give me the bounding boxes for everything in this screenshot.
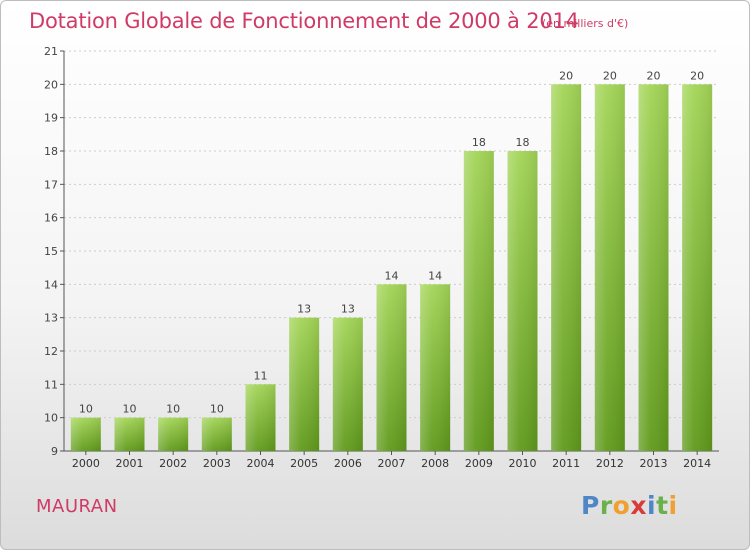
data-label-2013: 20 <box>647 69 661 82</box>
bar-shine-2014 <box>682 84 713 451</box>
x-tick-label-2006: 2006 <box>334 457 362 470</box>
y-tick-label: 21 <box>44 45 58 58</box>
proxiti-logo[interactable]: Proxiti <box>581 491 678 520</box>
bar-shine-2002 <box>158 417 189 451</box>
bars <box>70 84 713 451</box>
logo-letter: t <box>656 491 669 520</box>
x-tick-label-2010: 2010 <box>509 457 537 470</box>
x-tick-label-2004: 2004 <box>247 457 275 470</box>
logo-letter: P <box>581 491 600 520</box>
y-tick-label: 15 <box>44 245 58 258</box>
x-tick-label-2001: 2001 <box>116 457 144 470</box>
bar-shine-2011 <box>551 84 582 451</box>
y-tick-label: 19 <box>44 112 58 125</box>
logo-letter: x <box>630 491 647 520</box>
data-label-2005: 13 <box>297 303 311 316</box>
y-tick-label: 17 <box>44 178 58 191</box>
data-label-2014: 20 <box>690 69 704 82</box>
y-tick-label: 18 <box>44 145 58 158</box>
bar-shine-2007 <box>376 284 407 451</box>
data-label-2000: 10 <box>79 403 93 416</box>
chart-title: Dotation Globale de Fonctionnement de 20… <box>29 9 579 33</box>
data-label-2004: 11 <box>254 369 268 382</box>
bar-shine-2009 <box>463 151 494 451</box>
y-tick-label: 10 <box>44 412 58 425</box>
x-tick-label-2002: 2002 <box>159 457 187 470</box>
data-label-2006: 13 <box>341 303 355 316</box>
logo-letter: r <box>599 491 613 520</box>
bar-shine-2006 <box>332 317 363 451</box>
x-tick-label-2005: 2005 <box>290 457 318 470</box>
labels: 9 10 11 12 13 14 15 16 17 18 19 20 21 10 2000 10 2001 10 2… <box>44 45 711 470</box>
x-tick-label-2009: 2009 <box>465 457 493 470</box>
y-tick-label: 16 <box>44 212 58 225</box>
bar-shine-2010 <box>507 151 538 451</box>
x-tick-label-2007: 2007 <box>378 457 406 470</box>
x-tick-label-2000: 2000 <box>72 457 100 470</box>
y-tick-label: 11 <box>44 378 58 391</box>
bar-shine-2005 <box>289 317 320 451</box>
data-label-2012: 20 <box>603 69 617 82</box>
data-label-2003: 10 <box>210 403 224 416</box>
bar-shine-2012 <box>594 84 625 451</box>
y-tick-label: 20 <box>44 78 58 91</box>
y-tick-label: 13 <box>44 312 58 325</box>
x-tick-label-2003: 2003 <box>203 457 231 470</box>
y-tick-label: 12 <box>44 345 58 358</box>
data-label-2007: 14 <box>385 269 399 282</box>
commune-name: MAURAN <box>36 496 118 517</box>
y-tick-label: 9 <box>51 445 58 458</box>
logo-letter: i <box>647 491 657 520</box>
y-tick-label: 14 <box>44 278 58 291</box>
bar-shine-2013 <box>638 84 669 451</box>
data-label-2002: 10 <box>166 403 180 416</box>
data-label-2011: 20 <box>559 69 573 82</box>
x-tick-label-2014: 2014 <box>683 457 711 470</box>
bar-shine-2003 <box>201 417 232 451</box>
chart-unit-subtitle: (en milliers d'€) <box>542 17 629 30</box>
bar-shine-2000 <box>70 417 101 451</box>
data-label-2009: 18 <box>472 136 486 149</box>
bar-shine-2008 <box>420 284 451 451</box>
x-tick-label-2008: 2008 <box>421 457 449 470</box>
data-label-2010: 18 <box>516 136 530 149</box>
x-tick-label-2012: 2012 <box>596 457 624 470</box>
bar-shine-2001 <box>114 417 145 451</box>
bar-shine-2004 <box>245 384 276 451</box>
x-tick-label-2011: 2011 <box>552 457 580 470</box>
data-label-2001: 10 <box>123 403 137 416</box>
logo-letter: i <box>668 491 678 520</box>
data-label-2008: 14 <box>428 269 442 282</box>
x-tick-label-2013: 2013 <box>640 457 668 470</box>
logo-letter: o <box>612 491 631 520</box>
